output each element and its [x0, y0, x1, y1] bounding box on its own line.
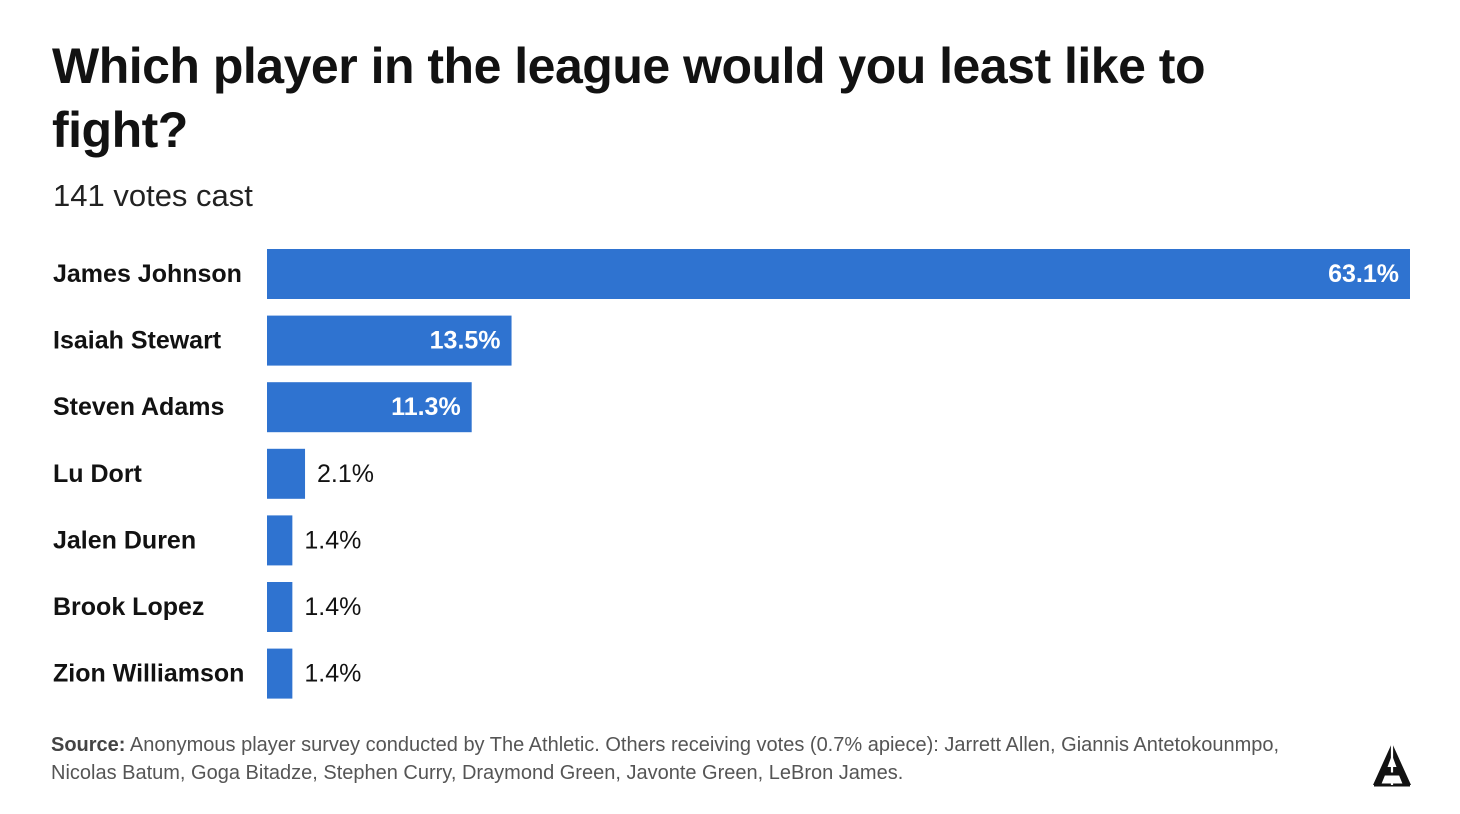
source-text: Anonymous player survey conducted by The…	[51, 734, 1280, 784]
category-label: Jalen Duren	[53, 526, 196, 554]
value-label: 63.1%	[1328, 260, 1399, 288]
category-label: Isaiah Stewart	[53, 327, 222, 355]
category-label: Lu Dort	[53, 460, 143, 488]
bar	[267, 249, 1410, 299]
chart-title: Which player in the league would you lea…	[52, 38, 1206, 158]
the-athletic-logo-icon	[1373, 743, 1411, 787]
value-label: 13.5%	[430, 327, 501, 355]
bar	[267, 448, 306, 499]
category-label: Brook Lopez	[53, 593, 204, 621]
value-label: 2.1%	[317, 460, 374, 488]
source-note: Source: Anonymous player survey conducte…	[51, 731, 1311, 787]
value-label: 11.3%	[391, 393, 461, 421]
value-label: 1.4%	[304, 526, 361, 554]
category-label: James Johnson	[53, 260, 242, 288]
category-label: Steven Adams	[53, 393, 224, 421]
value-label: 1.4%	[304, 660, 361, 688]
source-label: Source:	[51, 734, 126, 756]
value-label: 1.4%	[304, 593, 361, 621]
bar	[267, 315, 512, 366]
category-label: Zion Williamson	[53, 660, 244, 688]
bar-chart: James Johnson 63.1% Isaiah Stewart 13.5% Ste…	[53, 249, 1410, 699]
bar	[267, 515, 293, 566]
bar	[267, 382, 472, 433]
chart-subtitle: 141 votes cast	[53, 178, 253, 213]
bar	[267, 648, 293, 699]
bar	[267, 582, 293, 632]
